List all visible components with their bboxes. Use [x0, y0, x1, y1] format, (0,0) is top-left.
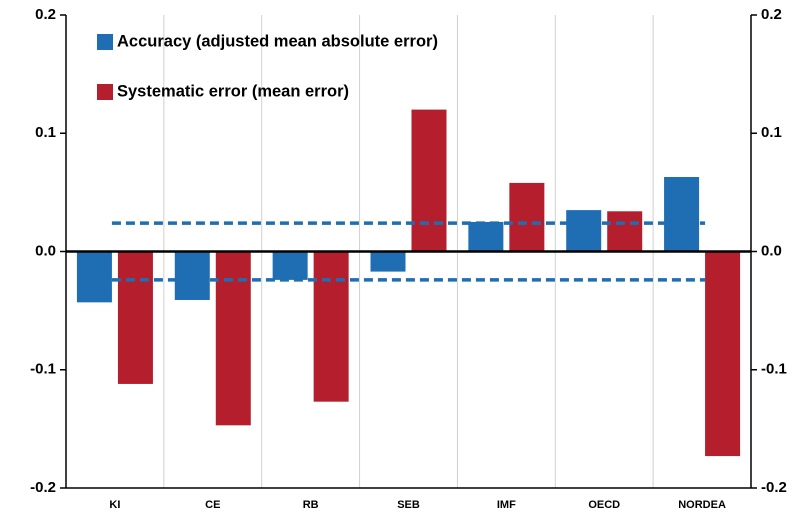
y2-tick-label: -0.1	[761, 361, 787, 378]
bar	[370, 251, 406, 272]
y-tick-label: -0.2	[30, 479, 56, 496]
x-tick-label: RB	[303, 499, 319, 511]
y2-tick-label: 0.2	[761, 6, 782, 23]
bar	[117, 251, 153, 384]
bar	[566, 210, 602, 252]
y2-tick-label: -0.2	[761, 479, 787, 496]
bar	[313, 251, 349, 402]
bar	[468, 221, 504, 252]
bar	[174, 251, 210, 300]
bar	[411, 109, 447, 252]
x-tick-label: IMF	[497, 499, 516, 511]
bar	[664, 177, 700, 252]
y-tick-label: 0.1	[35, 124, 56, 141]
bar	[509, 182, 545, 252]
y-tick-label: 0.0	[35, 242, 56, 259]
legend-label: Accuracy (adjusted mean absolute error)	[117, 32, 438, 50]
y2-tick-label: 0.1	[761, 124, 782, 141]
x-tick-label: OECD	[588, 499, 620, 511]
bar	[272, 251, 308, 280]
x-tick-label: NORDEA	[678, 499, 726, 511]
x-tick-label: CE	[205, 499, 220, 511]
legend-swatch	[97, 34, 113, 50]
x-tick-label: SEB	[397, 499, 420, 511]
bar	[76, 251, 112, 303]
y2-tick-label: 0.0	[761, 242, 782, 259]
bar	[607, 211, 643, 252]
y-tick-label: -0.1	[30, 361, 56, 378]
y-tick-label: 0.2	[35, 6, 56, 23]
bar	[705, 251, 741, 457]
bar	[215, 251, 251, 426]
legend-label: Systematic error (mean error)	[117, 82, 349, 100]
x-tick-label: KI	[109, 499, 120, 511]
legend-swatch	[97, 84, 113, 100]
